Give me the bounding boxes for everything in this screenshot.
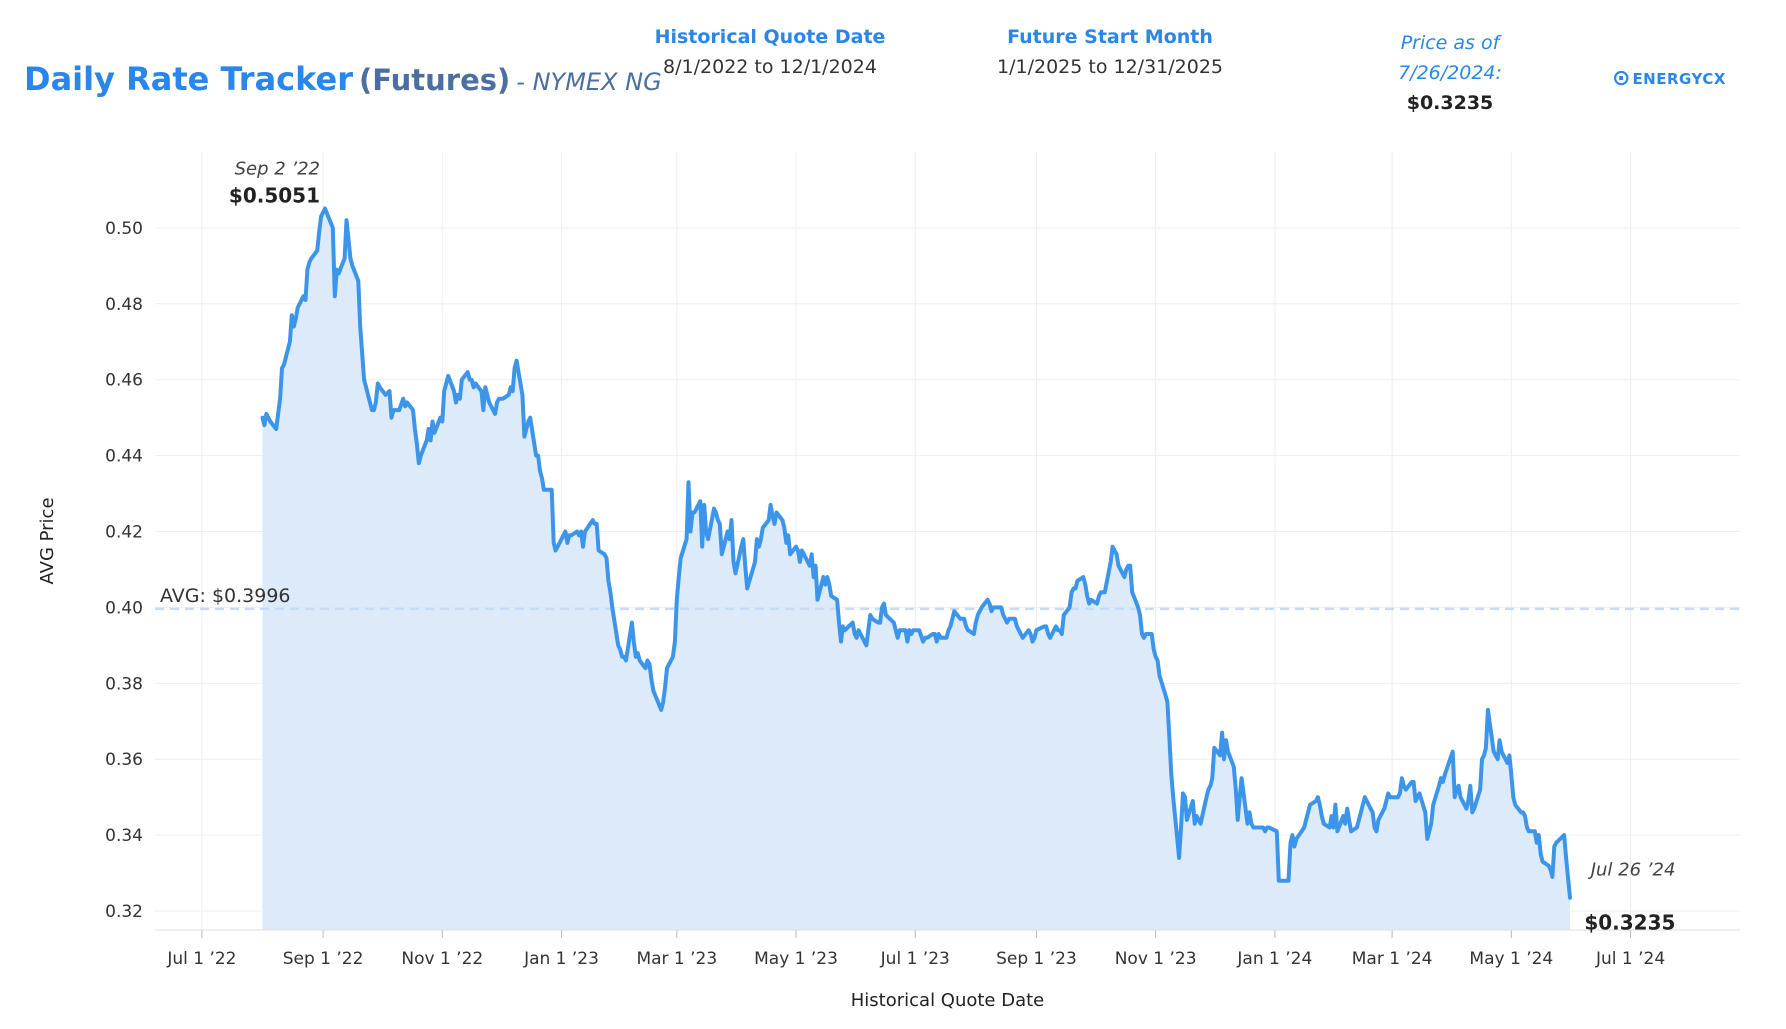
annotation-date: Jul 26 ’24	[1588, 860, 1676, 881]
y-tick-label: 0.34	[105, 826, 143, 846]
future-start-range: 1/1/2025 to 12/31/2025	[997, 56, 1223, 78]
historical-quote-range: 8/1/2022 to 12/1/2024	[663, 56, 877, 78]
annotation-value: $0.5051	[229, 184, 320, 208]
area-fill	[262, 208, 1570, 930]
title-exchange: - NYMEX NG	[516, 68, 662, 96]
price-as-of-label: Price as of	[1400, 32, 1500, 54]
x-tick-label: Mar 1 ’23	[636, 949, 717, 969]
x-tick-label: May 1 ’24	[1469, 949, 1553, 969]
y-tick-label: 0.40	[105, 598, 143, 618]
logo-wordmark: ENERGYCX	[1632, 69, 1726, 88]
title-subtitle: (Futures)	[359, 63, 511, 97]
y-tick-label: 0.46	[105, 371, 143, 391]
price-as-of-value: $0.3235	[1406, 92, 1494, 114]
y-tick-label: 0.50	[105, 219, 143, 239]
annotation-value: $0.3235	[1584, 911, 1675, 935]
x-tick-label: Jul 1 ’23	[880, 949, 950, 969]
price-as-of-date: 7/26/2024:	[1398, 62, 1502, 84]
x-tick-label: Jul 1 ’22	[166, 949, 236, 969]
annotations: Sep 2 ’22 $0.5051 Jul 26 ’24 $0.3235	[229, 159, 1675, 935]
y-tick-label: 0.42	[105, 523, 143, 543]
energycx-logo: ⊙ ENERGYCX	[1612, 66, 1726, 91]
x-tick-label: May 1 ’23	[754, 949, 838, 969]
axes: 0.32 0.34 0.36 0.38 0.40 0.42 0.44 0.46 0.48 0.50…	[105, 219, 1740, 969]
x-axis-title: Historical Quote Date	[851, 990, 1045, 1011]
x-tick-label: Nov 1 ’22	[401, 949, 483, 969]
y-tick-label: 0.44	[105, 447, 143, 467]
chart-title: Daily Rate Tracker (Futures) - NYMEX NG	[24, 60, 662, 98]
x-tick-label: Sep 1 ’23	[996, 949, 1077, 969]
y-tick-label: 0.36	[105, 750, 143, 770]
y-tick-label: 0.38	[105, 674, 143, 694]
future-start-label: Future Start Month	[1007, 26, 1213, 48]
x-tick-label: Mar 1 ’24	[1352, 949, 1433, 969]
x-tick-label: Jan 1 ’23	[523, 949, 599, 969]
y-tick-label: 0.32	[105, 902, 143, 922]
x-tick-label: Jan 1 ’24	[1236, 949, 1312, 969]
y-tick-label: 0.48	[105, 295, 143, 315]
x-tick-label: Nov 1 ’23	[1115, 949, 1197, 969]
x-tick-label: Sep 1 ’22	[283, 949, 364, 969]
historical-quote-label: Historical Quote Date	[654, 26, 886, 48]
x-tick-label: Jul 1 ’24	[1595, 949, 1665, 969]
annotation-date: Sep 2 ’22	[235, 159, 320, 180]
y-axis-title: AVG Price	[37, 497, 58, 584]
price-series-line	[260, 206, 1572, 900]
average-label: AVG: $0.3996	[160, 585, 291, 607]
logo-mark-icon: ⊙	[1612, 66, 1631, 91]
title-main: Daily Rate Tracker	[24, 60, 354, 98]
